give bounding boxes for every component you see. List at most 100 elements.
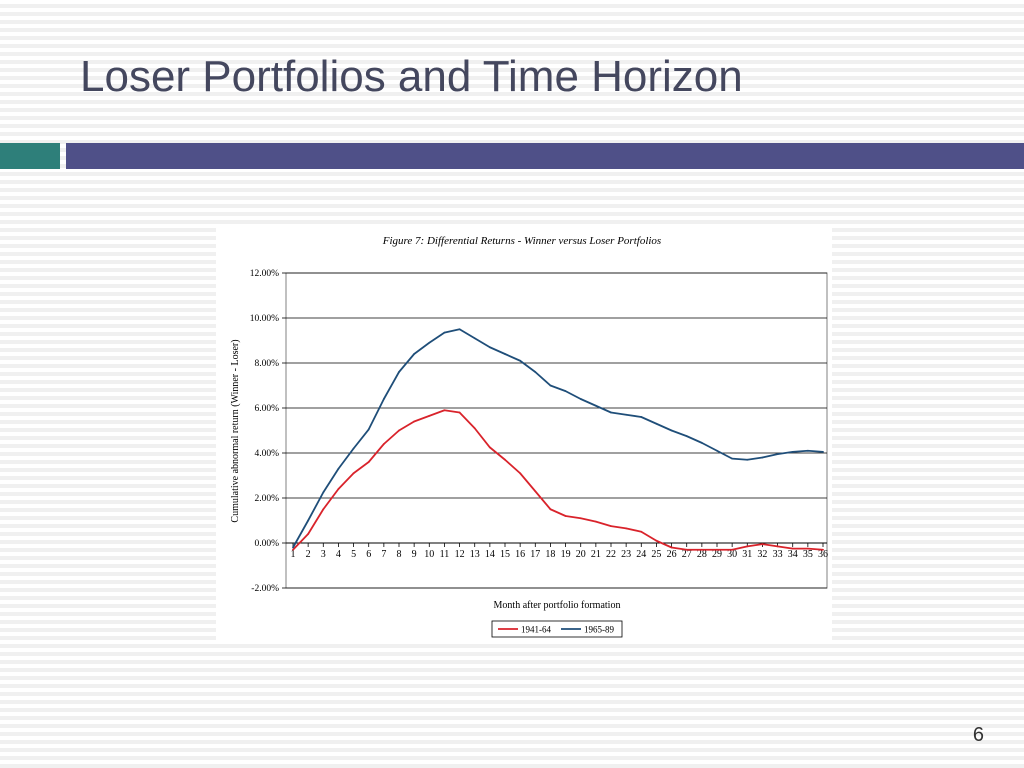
data-point [458, 411, 461, 414]
data-point [443, 409, 446, 412]
data-point [610, 525, 612, 528]
data-point [322, 491, 325, 494]
data-point [746, 458, 749, 461]
legend: 1941-64 1965-89 [491, 620, 623, 638]
data-point [564, 390, 567, 393]
y-tick-label: -2.00% [251, 584, 279, 594]
data-point [746, 545, 749, 548]
x-tick-label: 31 [742, 549, 752, 560]
data-point [594, 520, 597, 523]
data-point [776, 545, 779, 548]
x-tick-label: 20 [576, 549, 586, 560]
data-point [549, 384, 552, 387]
data-point [716, 548, 718, 551]
y-tick-label: 4.00% [254, 449, 279, 459]
x-tick-label: 34 [788, 549, 798, 560]
y-tick-label: 8.00% [254, 359, 279, 369]
data-point [473, 427, 476, 430]
data-point [610, 411, 612, 414]
x-tick-label: 16 [515, 549, 525, 560]
x-tick-label: 22 [606, 549, 616, 560]
data-point [382, 398, 385, 400]
y-tick-label: 2.00% [254, 494, 279, 504]
x-tick-label: 26 [667, 549, 677, 560]
data-point [337, 488, 340, 490]
data-point [640, 530, 643, 533]
data-point [700, 548, 703, 551]
legend-label: 1941-64 [521, 625, 551, 635]
data-point [488, 346, 491, 349]
x-tick-label: 7 [381, 549, 386, 560]
figure-panel: Figure 7: Differential Returns - Winner … [216, 226, 832, 640]
data-point [382, 443, 385, 445]
data-point [670, 546, 673, 549]
x-tick-label: 15 [500, 549, 510, 560]
data-point [761, 543, 764, 546]
y-tick-label: 10.00% [250, 314, 279, 324]
x-tick-label: 27 [682, 549, 692, 560]
series-line-1941-64 [292, 409, 824, 551]
data-point [292, 546, 294, 549]
data-point [413, 353, 416, 355]
data-point [655, 422, 658, 425]
page-number: 6 [972, 724, 984, 746]
x-tick-label: 17 [530, 549, 540, 560]
data-point [534, 490, 537, 493]
data-point [352, 472, 355, 475]
data-point [806, 449, 809, 452]
data-point [307, 533, 310, 535]
x-tick-label: 36 [818, 549, 828, 560]
data-point [504, 458, 506, 461]
data-point [791, 450, 794, 453]
data-point [731, 457, 734, 460]
data-point [625, 527, 628, 530]
x-tick-label: 23 [621, 549, 631, 560]
x-tick-label: 32 [757, 549, 767, 560]
data-point [322, 508, 325, 511]
data-point [443, 331, 446, 334]
data-point [307, 519, 310, 522]
x-tick-label: 13 [470, 549, 480, 560]
data-point [337, 467, 340, 470]
data-point [428, 341, 431, 344]
y-tick-label: 0.00% [254, 539, 279, 549]
data-point [579, 398, 582, 400]
data-point [534, 371, 537, 373]
x-tick-label: 33 [773, 549, 783, 560]
x-tick-label: 30 [727, 549, 737, 560]
data-point [640, 416, 643, 418]
x-tick-label: 10 [424, 549, 434, 560]
x-tick-label: 25 [651, 549, 661, 560]
x-axis-label: Month after portfolio formation [494, 600, 621, 611]
data-point [806, 547, 809, 550]
data-point [822, 450, 824, 453]
data-point [685, 548, 688, 551]
data-point [776, 453, 779, 456]
x-tick-label: 9 [412, 549, 417, 560]
x-tick-label: 11 [440, 549, 450, 560]
data-point [700, 441, 703, 444]
x-tick-label: 21 [591, 549, 601, 560]
data-point [822, 548, 824, 551]
data-point [367, 461, 370, 463]
data-point [761, 456, 764, 459]
x-tick-label: 28 [697, 549, 707, 560]
y-axis-label: Cumulative abnormal return (Winner - Los… [230, 339, 241, 522]
x-tick-label: 14 [485, 549, 495, 560]
x-tick-label: 12 [455, 549, 465, 560]
accent-block-teal [0, 143, 60, 169]
legend-box [491, 620, 623, 638]
x-tick-label: 4 [336, 549, 341, 560]
data-point [655, 539, 658, 542]
x-tick-label: 35 [803, 549, 813, 560]
data-point [458, 328, 461, 331]
data-point [564, 515, 567, 517]
data-point [519, 472, 522, 475]
accent-bar [66, 143, 1024, 169]
data-point [398, 371, 400, 373]
data-point [413, 420, 416, 423]
data-point [367, 428, 370, 431]
data-point [594, 404, 597, 407]
data-point [504, 353, 506, 355]
slide-title: Loser Portfolios and Time Horizon [80, 52, 743, 101]
